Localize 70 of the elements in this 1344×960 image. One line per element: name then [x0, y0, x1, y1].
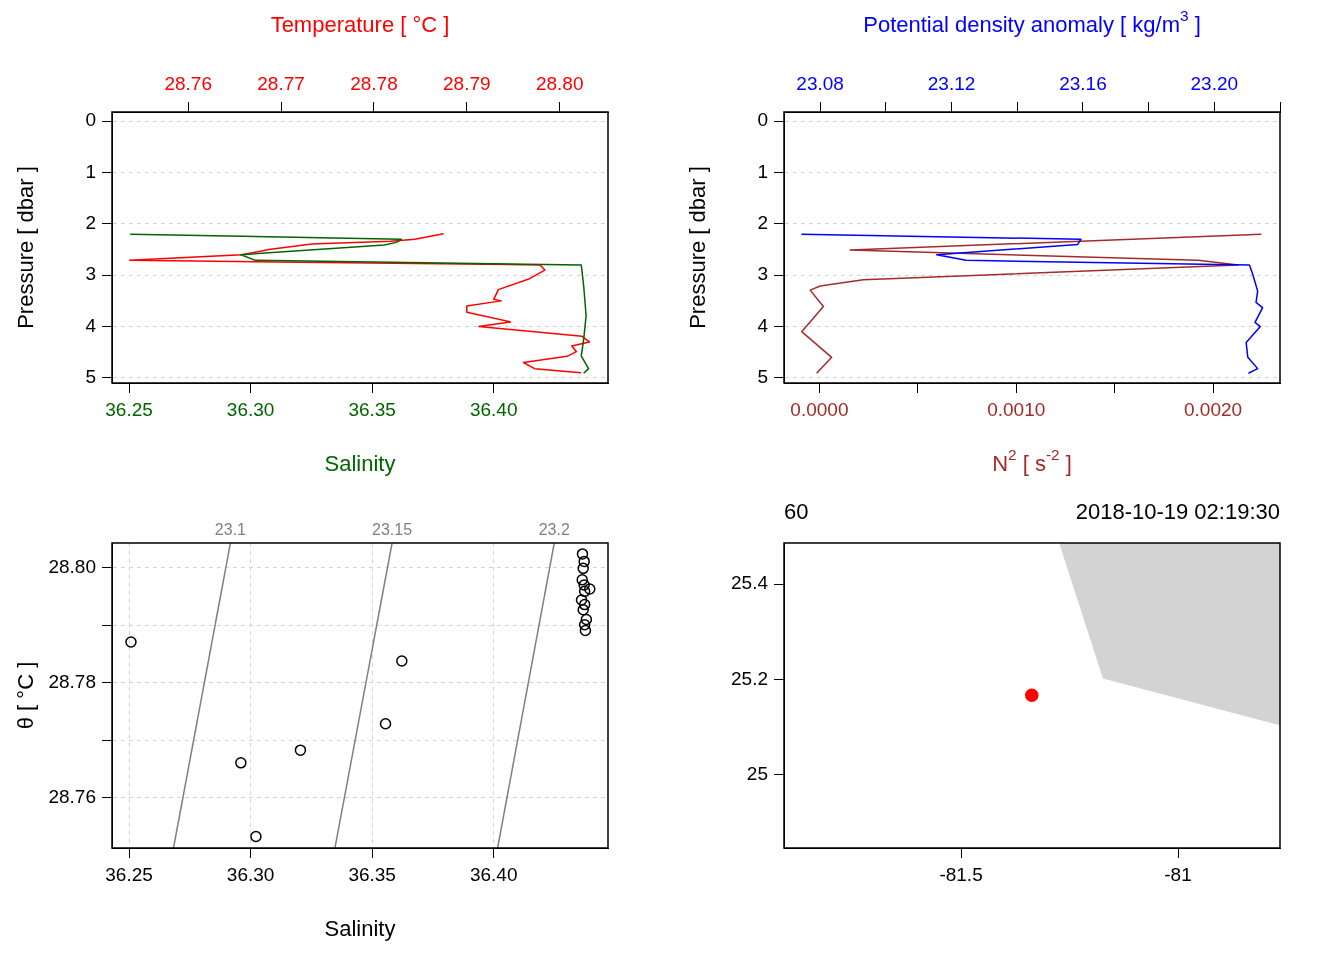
x-tick-label: 36.25: [105, 863, 153, 885]
series-label: 23.2: [538, 521, 570, 539]
x2-tick-label: 28.76: [164, 72, 212, 94]
y-tick-label: 25.4: [731, 572, 769, 594]
point: [578, 555, 590, 568]
x2-axis-title: Temperature [ °C ]: [270, 12, 450, 38]
point: [294, 744, 307, 756]
x-tick-label: 36.40: [469, 398, 518, 420]
point: [584, 583, 596, 595]
x-axis-title: Salinity: [324, 916, 396, 942]
x2-tick-label: 28.77: [257, 72, 305, 94]
point: [578, 598, 591, 611]
x-tick-label: -81: [1164, 863, 1192, 885]
y-tick-label: 5: [757, 366, 768, 388]
x2-tick-label: 28.79: [443, 72, 491, 94]
x2-tick-label: 28.80: [535, 72, 584, 94]
y-tick-label: 28.76: [48, 786, 96, 808]
point: [576, 574, 588, 586]
y-tick-label: 25: [746, 763, 768, 785]
point: [575, 594, 588, 606]
point: [580, 613, 593, 626]
x2-tick-label: 23.16: [1059, 72, 1107, 94]
point: [578, 579, 590, 591]
y-axis-title: θ [ °C ]: [13, 661, 39, 730]
point: [577, 562, 589, 575]
point: [235, 757, 247, 769]
y-tick-label: 3: [85, 263, 96, 285]
x-tick-label: 36.25: [105, 398, 153, 420]
y-axis-title: Pressure [ dbar ]: [685, 166, 711, 329]
point: [396, 655, 408, 667]
point: [379, 717, 392, 730]
y-tick-label: 3: [757, 263, 768, 285]
point: [578, 585, 591, 598]
y-tick-label: 2: [757, 212, 768, 234]
y-tick-label: 4: [85, 314, 97, 336]
x-tick-label: 36.35: [348, 398, 396, 420]
y-tick-label: 0: [85, 109, 96, 131]
y-tick-label: 1: [757, 160, 768, 182]
x-tick-label: 36.30: [226, 863, 275, 885]
x2-tick-label: 28.78: [350, 72, 398, 94]
point: [576, 548, 589, 560]
x-tick-label: 0.0010: [987, 398, 1046, 420]
x2-tick-label: 23.12: [927, 72, 976, 94]
y-tick-label: 0: [757, 109, 768, 131]
y-tick-label: 28.80: [48, 555, 96, 577]
point: [578, 618, 591, 631]
y-tick-label: 1: [85, 160, 96, 182]
y-tick-label: 28.78: [48, 671, 96, 693]
y-axis-title: Pressure [ dbar ]: [13, 166, 39, 329]
x-tick-label: 0.0020: [1184, 398, 1243, 420]
y-tick-label: 4: [757, 314, 769, 336]
series-label: 23.1: [214, 521, 247, 539]
x-tick-label: 36.35: [348, 863, 396, 885]
x-tick-label: -81.5: [939, 863, 983, 885]
point: [250, 830, 262, 843]
x2-tick-label: 23.20: [1190, 72, 1239, 94]
point: [125, 636, 137, 648]
x-tick-label: 36.30: [226, 398, 275, 420]
text: 2018-10-19 02:19:30: [1075, 499, 1281, 525]
text: 60: [784, 499, 809, 525]
x-tick-label: 36.40: [469, 863, 518, 885]
point: [579, 624, 592, 637]
y-tick-label: 25.2: [731, 667, 768, 689]
x-axis-title: Salinity: [324, 451, 396, 477]
x2-tick-label: 23.08: [796, 72, 844, 94]
y-tick-label: 5: [85, 366, 96, 388]
point: [577, 604, 589, 616]
y-tick-label: 2: [85, 212, 96, 234]
series-label: 23.15: [372, 521, 413, 539]
x-tick-label: 0.0000: [790, 398, 849, 420]
